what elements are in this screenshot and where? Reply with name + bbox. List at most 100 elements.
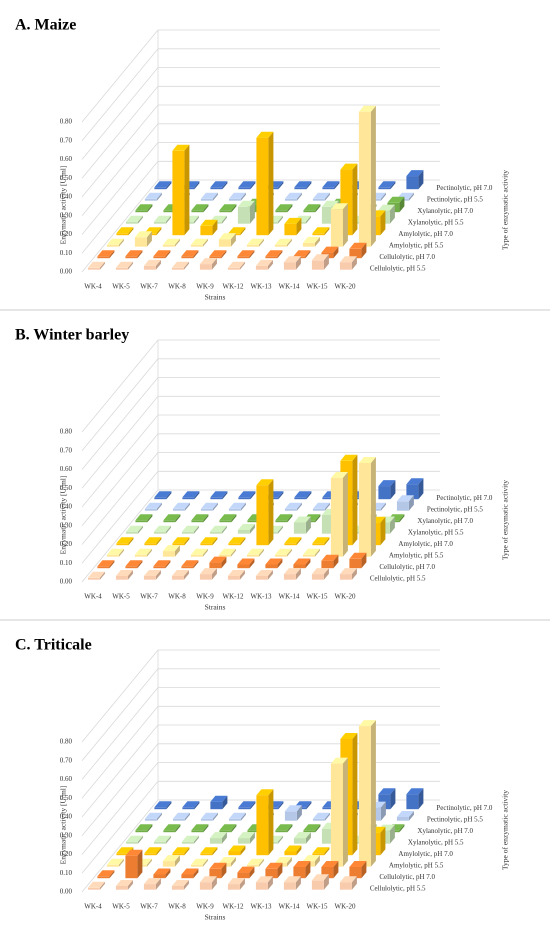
bar [283, 876, 301, 890]
bar-front [134, 237, 147, 247]
bar-front [135, 520, 148, 523]
bar-top [377, 204, 395, 211]
bar [172, 144, 190, 236]
bar-top [321, 554, 339, 561]
y-tick-label: 0.20 [60, 230, 73, 238]
bar-side [99, 571, 105, 580]
bar-side [183, 880, 189, 890]
bar-side [194, 491, 200, 500]
bar-front [200, 818, 213, 821]
bar-top [219, 514, 237, 521]
bar [274, 548, 292, 557]
bar-side [137, 250, 143, 259]
bar-top [153, 868, 171, 875]
bar-top [106, 238, 124, 245]
bar-front [144, 508, 157, 511]
y-tick-label: 0.10 [60, 869, 73, 877]
bar-front [322, 807, 335, 810]
bar-top [378, 480, 396, 487]
bar-side [305, 558, 311, 569]
bar-front [144, 853, 157, 856]
bar-top [312, 537, 330, 544]
bar-side [239, 261, 245, 270]
bar-top [237, 524, 255, 530]
bar [125, 250, 143, 259]
bar-front [153, 221, 166, 224]
bar-front [200, 225, 213, 236]
bar-side [231, 824, 237, 833]
series-label: Amylolytic, pH 5.5 [389, 861, 444, 869]
bar-front [181, 531, 194, 534]
bar-front [378, 486, 391, 500]
bar-side [249, 832, 255, 844]
bar-side [286, 238, 292, 247]
bar-front [303, 210, 316, 213]
bar-front [218, 554, 231, 557]
bar-front [275, 210, 288, 213]
bar-side [221, 862, 227, 879]
bar-top [97, 250, 115, 257]
bar [228, 537, 246, 546]
bar-front [134, 554, 147, 557]
bar-top [274, 238, 292, 245]
bar-top [406, 170, 424, 177]
bar-front [144, 543, 157, 546]
bar [218, 548, 236, 557]
bar-side [268, 131, 274, 236]
bar [134, 548, 152, 557]
bar-front [358, 111, 371, 247]
x-tick-label: WK-15 [307, 283, 328, 291]
bar-top [274, 857, 292, 863]
bar [209, 556, 227, 569]
bar-top [237, 558, 255, 565]
bar-top [302, 548, 320, 555]
bar [181, 835, 199, 844]
bar-top [199, 258, 217, 265]
bar-side [324, 192, 330, 201]
bar-front [116, 233, 129, 236]
bar-side [174, 545, 180, 557]
y-tick-label: 0.30 [60, 831, 73, 839]
bar-side [351, 876, 357, 890]
bar-front [209, 531, 222, 534]
bar-front [190, 864, 203, 867]
bar-top [153, 215, 171, 222]
bar-side [240, 502, 246, 511]
bar-top [349, 242, 367, 249]
bar-top [238, 491, 256, 498]
bar-front [228, 198, 241, 201]
bar-top [265, 558, 283, 565]
bar-front [200, 853, 213, 856]
bar [255, 876, 273, 890]
bar [349, 552, 367, 569]
bar-side [390, 480, 396, 500]
bar-front [209, 868, 222, 879]
bar-front [406, 794, 419, 810]
bar-top [340, 454, 358, 461]
bar-front [115, 267, 128, 270]
series-label: Pectinolytic, pH 7.0 [436, 494, 492, 502]
bar-side [361, 861, 367, 879]
bar-top [312, 847, 330, 854]
bar-front [199, 882, 212, 890]
bar-front [181, 566, 194, 569]
bar [182, 801, 200, 810]
bar [153, 215, 171, 224]
bar-top [302, 236, 320, 243]
bar [154, 181, 172, 190]
bar-top [199, 876, 217, 883]
bar [172, 847, 190, 856]
bar-front [135, 210, 148, 213]
bar [237, 866, 255, 879]
bar [227, 570, 245, 580]
bar-top [153, 835, 171, 842]
bar-front [302, 242, 315, 247]
bar-side [156, 192, 162, 201]
bar-front [143, 575, 156, 580]
bar-side [137, 835, 143, 844]
bar-side [193, 525, 199, 534]
series-label: Cellulolytic, pH 5.5 [370, 884, 426, 892]
bar [209, 250, 227, 259]
bar [190, 858, 208, 867]
